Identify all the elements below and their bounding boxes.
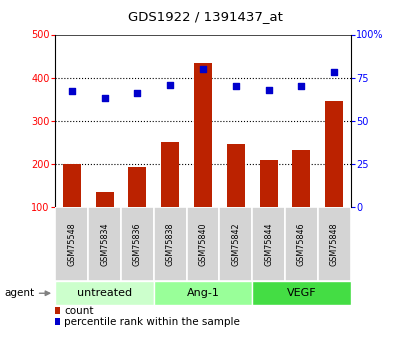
Point — [265, 87, 271, 92]
Text: Ang-1: Ang-1 — [186, 288, 219, 298]
Text: GSM75548: GSM75548 — [67, 222, 76, 266]
Text: GSM75836: GSM75836 — [133, 222, 142, 266]
Bar — [193, 62, 211, 207]
Text: GSM75846: GSM75846 — [296, 222, 305, 266]
Bar — [252, 207, 284, 281]
Bar — [55, 207, 88, 281]
Text: GDS1922 / 1391437_at: GDS1922 / 1391437_at — [127, 10, 282, 23]
Bar — [95, 192, 113, 207]
Bar — [63, 164, 81, 207]
Text: GSM75848: GSM75848 — [329, 222, 338, 266]
Bar — [128, 167, 146, 207]
Point — [297, 83, 304, 89]
Text: count: count — [64, 306, 93, 315]
Text: GSM75838: GSM75838 — [165, 222, 174, 266]
Text: GSM75844: GSM75844 — [263, 222, 272, 266]
Point — [68, 89, 75, 94]
Point — [199, 66, 206, 72]
Bar — [226, 145, 244, 207]
Bar — [121, 207, 153, 281]
Bar — [186, 207, 219, 281]
Bar — [219, 207, 252, 281]
Bar — [88, 207, 121, 281]
Text: agent: agent — [4, 288, 34, 298]
Text: untreated: untreated — [77, 288, 132, 298]
Bar — [252, 281, 350, 305]
Bar — [153, 281, 252, 305]
Point — [330, 70, 337, 75]
Bar — [153, 207, 186, 281]
Bar — [161, 142, 179, 207]
Bar — [324, 101, 342, 207]
Text: VEGF: VEGF — [286, 288, 315, 298]
Bar — [317, 207, 350, 281]
Text: percentile rank within the sample: percentile rank within the sample — [64, 317, 239, 326]
Point — [232, 83, 238, 89]
Bar — [259, 159, 277, 207]
Text: GSM75840: GSM75840 — [198, 222, 207, 266]
Point — [101, 96, 108, 101]
Text: GSM75834: GSM75834 — [100, 222, 109, 266]
Bar — [55, 281, 153, 305]
Point — [166, 82, 173, 87]
Point — [134, 90, 140, 96]
Bar — [292, 150, 310, 207]
Bar — [284, 207, 317, 281]
Text: GSM75842: GSM75842 — [231, 222, 240, 266]
